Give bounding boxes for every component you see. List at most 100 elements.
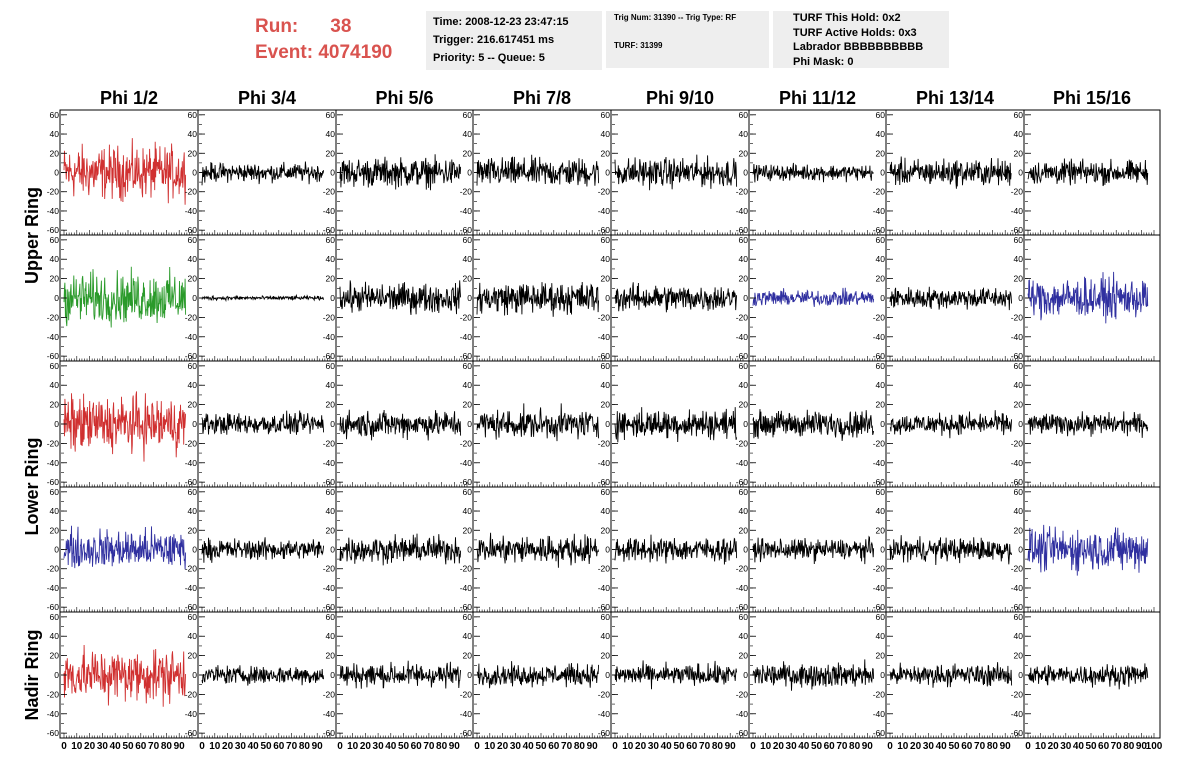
y-tick-label: -40	[185, 458, 198, 468]
waveform-trace	[63, 525, 187, 570]
x-tick-label: 20	[1048, 741, 1060, 752]
y-tick-label: 60	[739, 235, 749, 245]
y-tick-label: -60	[736, 477, 749, 487]
x-tick-label: 70	[1111, 741, 1123, 752]
y-tick-label: 0	[192, 168, 197, 178]
y-tick-label: 40	[50, 254, 60, 264]
x-tick-label: 50	[122, 741, 134, 752]
x-tick-label: 10	[347, 741, 359, 752]
waveform-trace	[889, 535, 1013, 566]
y-tick-label: 0	[467, 293, 472, 303]
waveform-trace	[63, 644, 187, 707]
y-tick-label: 60	[876, 110, 886, 120]
y-tick-label: 0	[880, 168, 885, 178]
y-tick-label: 0	[1018, 670, 1023, 680]
x-tick-label: 60	[961, 741, 973, 752]
y-tick-label: -20	[873, 438, 886, 448]
x-tick-label: 90	[587, 741, 599, 752]
y-tick-label: -20	[47, 438, 60, 448]
x-tick-label: 30	[1060, 741, 1072, 752]
run-value: 38	[330, 16, 352, 37]
y-tick-label: -20	[736, 689, 749, 699]
waveform-trace	[752, 162, 874, 183]
x-tick-label: 90	[449, 741, 461, 752]
waveform-trace	[1027, 158, 1149, 187]
x-tick-label: 0	[887, 741, 893, 752]
x-tick-label: 90	[725, 741, 737, 752]
y-tick-label: -40	[47, 332, 60, 342]
waveform-trace	[614, 154, 738, 191]
y-tick-label: 20	[50, 274, 60, 284]
y-tick-label: 60	[188, 235, 198, 245]
y-tick-label: -60	[323, 477, 336, 487]
x-tick-label: 50	[398, 741, 410, 752]
y-tick-label: 60	[739, 361, 749, 371]
y-tick-label: 0	[330, 670, 335, 680]
run-event-block: Run: 38 Event: 4074190	[255, 14, 392, 66]
y-tick-label: 20	[739, 148, 749, 158]
waveform-trace	[889, 286, 1013, 311]
y-tick-label: -60	[1011, 602, 1024, 612]
x-tick-label: 0	[612, 741, 618, 752]
y-tick-label: 40	[739, 254, 749, 264]
y-tick-label: 60	[326, 110, 336, 120]
y-tick-label: 0	[743, 293, 748, 303]
y-tick-label: -60	[598, 225, 611, 235]
y-tick-label: 40	[739, 506, 749, 516]
y-tick-label: -20	[185, 312, 198, 322]
y-tick-label: 20	[876, 651, 886, 661]
y-tick-label: -20	[323, 564, 336, 574]
y-tick-label: -20	[185, 564, 198, 574]
y-tick-label: 0	[467, 545, 472, 555]
y-tick-label: -60	[736, 225, 749, 235]
y-tick-label: 40	[463, 506, 473, 516]
y-tick-label: 20	[326, 525, 336, 535]
x-tick-label: 20	[84, 741, 96, 752]
trig-info-box: Trig Num: 31390 -- Trig Type: RF TURF: 3…	[606, 11, 769, 68]
y-tick-label: -40	[598, 709, 611, 719]
y-tick-label: 40	[1014, 129, 1024, 139]
x-tick-label: 80	[1123, 741, 1135, 752]
y-tick-label: 60	[1014, 235, 1024, 245]
y-tick-label: 40	[188, 380, 198, 390]
priority-text: Priority: 5 -- Queue: 5	[433, 52, 545, 64]
x-tick-label: 90	[174, 741, 186, 752]
x-tick-label: 90	[1000, 741, 1012, 752]
y-tick-label: -20	[873, 564, 886, 574]
y-tick-label: -40	[736, 583, 749, 593]
y-tick-label: 20	[463, 274, 473, 284]
x-tick-label: 80	[712, 741, 724, 752]
y-tick-label: 20	[1014, 525, 1024, 535]
y-tick-label: -20	[736, 312, 749, 322]
x-tick-label: 0	[1025, 741, 1031, 752]
y-tick-label: 20	[739, 651, 749, 661]
x-tick-label: 70	[286, 741, 298, 752]
y-tick-label: 40	[739, 129, 749, 139]
y-tick-label: -60	[47, 351, 60, 361]
y-tick-label: -60	[1011, 351, 1024, 361]
y-tick-label: -60	[323, 728, 336, 738]
y-tick-label: 20	[463, 651, 473, 661]
y-tick-label: 0	[54, 545, 59, 555]
y-tick-label: 60	[50, 487, 60, 497]
y-tick-label: -60	[736, 602, 749, 612]
x-tick-label: 40	[1073, 741, 1085, 752]
phi-mask-text: Phi Mask: 0	[793, 55, 854, 68]
y-tick-label: 40	[876, 380, 886, 390]
y-tick-label: 20	[326, 400, 336, 410]
y-tick-label: 60	[876, 235, 886, 245]
ring-label: Upper Ring	[22, 187, 42, 284]
y-tick-label: 40	[326, 254, 336, 264]
x-tick-label: 40	[110, 741, 122, 752]
y-tick-label: 60	[876, 612, 886, 622]
y-tick-label: 20	[463, 525, 473, 535]
y-tick-label: 20	[463, 148, 473, 158]
y-tick-label: -40	[736, 332, 749, 342]
y-tick-label: -20	[185, 187, 198, 197]
waveform-trace	[476, 154, 600, 187]
y-tick-label: 0	[54, 168, 59, 178]
column-title: Phi 3/4	[238, 88, 296, 108]
y-tick-label: 20	[601, 525, 611, 535]
y-tick-label: -40	[460, 583, 473, 593]
y-tick-label: 40	[601, 254, 611, 264]
